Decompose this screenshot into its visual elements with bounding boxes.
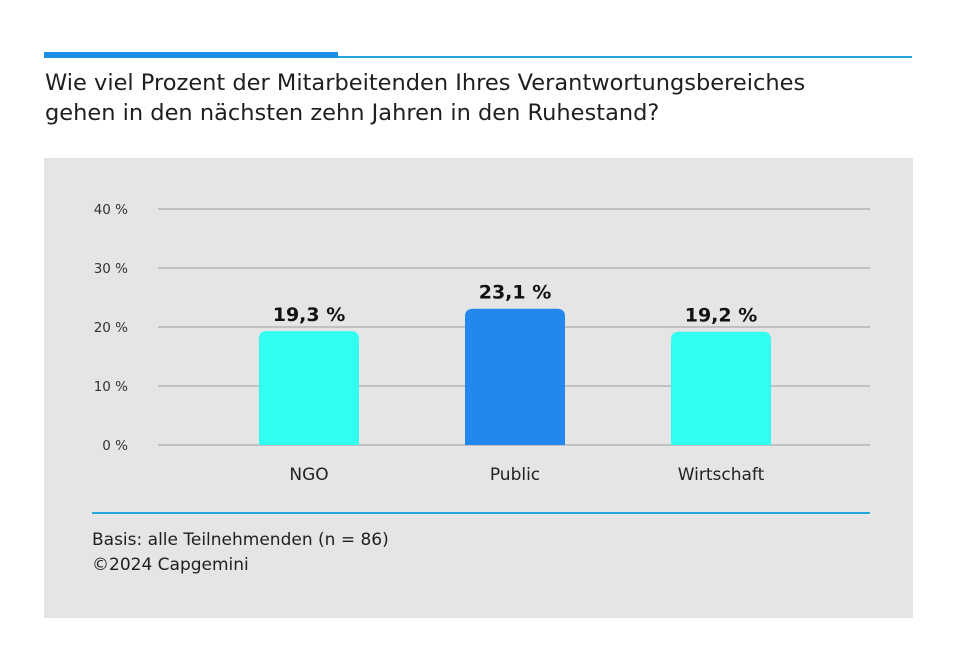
chart-title-line-1: Wie viel Prozent der Mitarbeitenden Ihre… <box>45 70 806 96</box>
y-axis-ticks: 0 % 10 % 20 % 30 % 40 % <box>94 202 128 454</box>
bar-public <box>465 308 565 445</box>
bar-ngo <box>259 331 359 445</box>
chart-notes: Basis: alle Teilnehmenden (n = 86) ©2024… <box>92 528 389 578</box>
bar-wirtschaft <box>671 331 771 445</box>
x-tick-label-wirtschaft: Wirtschaft <box>678 465 765 485</box>
bars <box>259 308 771 445</box>
x-axis-ticks: NGO Public Wirtschaft <box>289 465 764 485</box>
basis-note: Basis: alle Teilnehmenden (n = 86) <box>92 530 389 550</box>
y-tick-label: 30 % <box>94 261 128 277</box>
bar-chart: 0 % 10 % 20 % 30 % 40 % 19,3 % 23,1 % 19,2 % N… <box>94 202 870 485</box>
value-label-public: 23,1 % <box>479 282 552 304</box>
footer-rule <box>92 512 870 514</box>
chart-title-line-2: gehen in den nächsten zehn Jahren in den… <box>45 100 660 126</box>
chart-title: Wie viel Prozent der Mitarbeitenden Ihre… <box>45 68 905 128</box>
header-rule <box>44 56 912 58</box>
y-tick-label: 40 % <box>94 202 128 218</box>
x-tick-label-public: Public <box>490 465 540 485</box>
value-label-wirtschaft: 19,2 % <box>685 305 758 327</box>
header-accent-bar <box>44 52 338 58</box>
y-tick-label: 10 % <box>94 379 128 395</box>
copyright-note: ©2024 Capgemini <box>92 555 249 575</box>
y-tick-label: 20 % <box>94 320 128 336</box>
value-label-ngo: 19,3 % <box>273 304 346 326</box>
chart-panel: 0 % 10 % 20 % 30 % 40 % 19,3 % 23,1 % 19,2 % N… <box>44 158 913 618</box>
x-tick-label-ngo: NGO <box>289 465 328 485</box>
value-labels: 19,3 % 23,1 % 19,2 % <box>273 282 758 327</box>
y-tick-label: 0 % <box>102 438 128 454</box>
